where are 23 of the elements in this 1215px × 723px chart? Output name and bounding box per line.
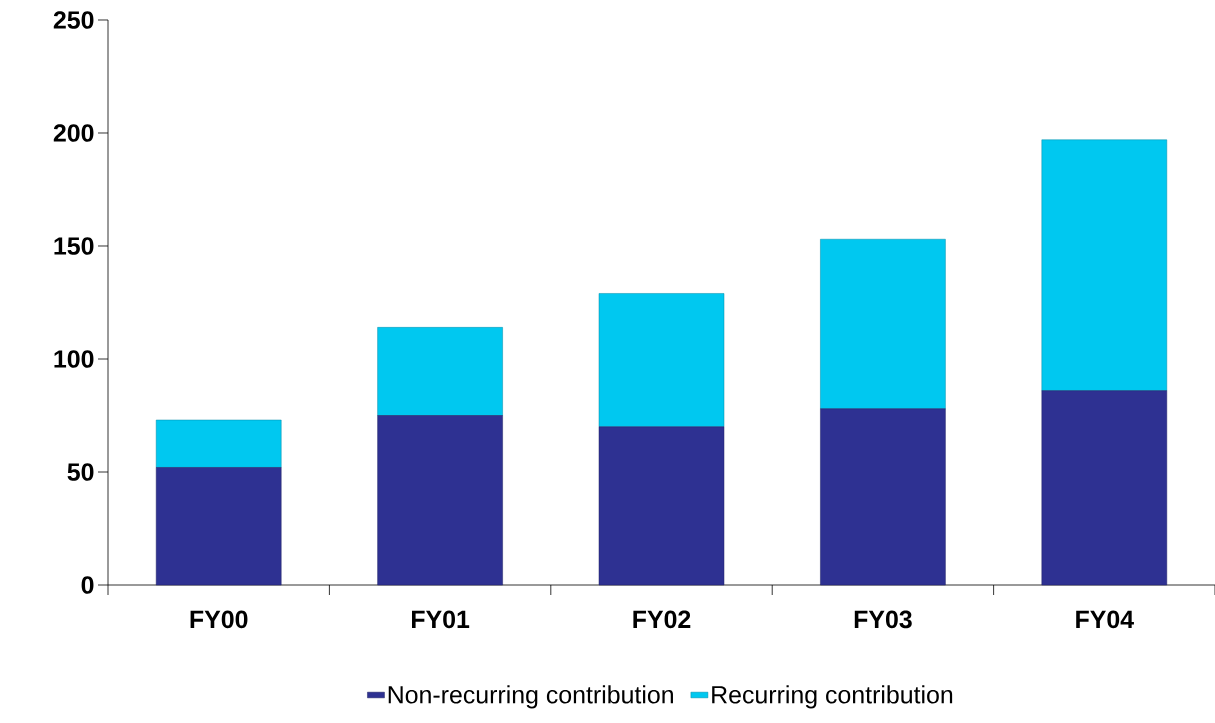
- y-tick-label: 0: [81, 576, 94, 594]
- legend-label: Recurring contribution: [712, 685, 953, 709]
- bar: [1041, 139, 1168, 391]
- y-tick-label: 50: [67, 463, 94, 481]
- y-tick-label: 200: [53, 124, 94, 142]
- bar: [1041, 390, 1168, 586]
- bar: [155, 467, 282, 586]
- x-tick-label: FY00: [190, 610, 248, 629]
- legend-label: Non-recurring contribution: [388, 685, 673, 709]
- y-tick-label: 150: [54, 237, 94, 255]
- bar: [598, 426, 725, 586]
- bar: [155, 419, 282, 468]
- bar: [820, 408, 946, 586]
- y-tick-label: 100: [54, 350, 94, 368]
- y-tick-label: 250: [53, 11, 94, 29]
- x-tick-label: FY04: [1076, 610, 1134, 629]
- bar: [377, 415, 503, 586]
- bar: [377, 327, 503, 416]
- bar: [820, 238, 946, 409]
- x-tick-label: FY02: [633, 610, 691, 629]
- x-tick-label: FY01: [412, 610, 470, 629]
- x-tick-label: FY03: [854, 610, 912, 629]
- bar: [598, 293, 725, 428]
